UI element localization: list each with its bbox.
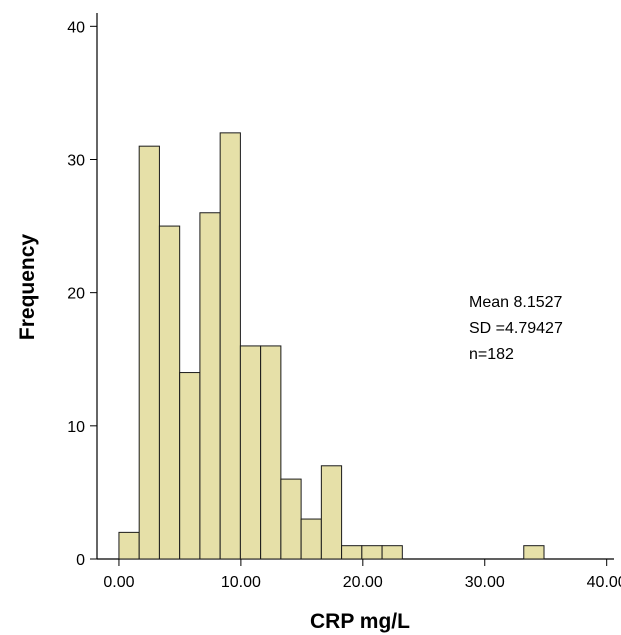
x-tick-label-2: 20.00: [343, 574, 383, 591]
histogram-bars: [118, 132, 545, 560]
x-axis: 0.00 10.00 20.00 30.00 40.00: [103, 559, 621, 591]
histogram-bar-3: [179, 372, 201, 560]
histogram-bar-0: [118, 531, 140, 560]
histogram-bar-5: [219, 132, 241, 560]
histogram-bar-8: [280, 478, 302, 560]
y-tick-label-1: 10: [67, 419, 85, 436]
histogram-bar-12: [361, 545, 383, 560]
y-axis: 0 10 20 30 40: [67, 19, 97, 569]
histogram-bar-2: [158, 225, 181, 560]
annotation-sd: SD =4.79427: [469, 320, 563, 337]
histogram-bar-10: [320, 465, 343, 560]
y-tick-label-2: 20: [67, 286, 85, 303]
y-tick-label-4: 40: [67, 19, 85, 36]
y-tick-label-3: 30: [67, 152, 85, 169]
histogram-bar-13: [381, 545, 403, 560]
histogram-bar-11: [341, 545, 363, 560]
y-tick-label-0: 0: [76, 552, 85, 569]
x-tick-label-1: 10.00: [221, 574, 261, 591]
y-axis-title: Frequency: [16, 234, 39, 341]
histogram-bar-20: [523, 545, 545, 560]
histogram-bar-7: [260, 345, 282, 560]
annotation-mean: Mean 8.1527: [469, 294, 563, 311]
histogram-bar-9: [300, 518, 322, 560]
histogram-bar-4: [199, 212, 221, 560]
x-axis-title: CRP mg/L: [310, 610, 410, 633]
x-tick-label-3: 30.00: [465, 574, 505, 591]
stats-annotation: Mean 8.1527 SD =4.79427 n=182: [469, 294, 563, 363]
x-tick-label-4: 40.00: [587, 574, 621, 591]
annotation-n: n=182: [469, 346, 514, 363]
histogram-bar-1: [138, 145, 160, 560]
histogram-bar-6: [239, 345, 262, 560]
x-tick-label-0: 0.00: [103, 574, 134, 591]
